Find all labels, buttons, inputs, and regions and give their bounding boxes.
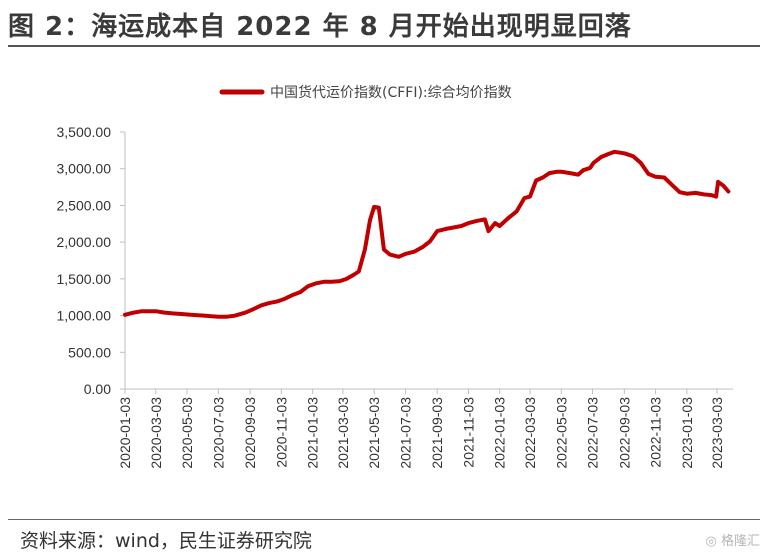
y-axis: 0.00 500.00 1,000.00 1,500.00 2,000.00 2,500.… [57, 124, 126, 397]
x-axis: 2020-01-03 2020-03-03 2020-05-03 2020-07-03… [117, 388, 733, 469]
x-tick-label: 2020-11-03 [273, 397, 289, 468]
y-tick-label: 500.00 [68, 344, 111, 360]
x-tick-label: 2022-09-03 [616, 397, 632, 469]
x-tick-label: 2020-01-03 [117, 397, 133, 469]
plot-area [123, 149, 731, 319]
source-rule [8, 519, 760, 520]
watermark-logo: ◎ 格隆汇 [706, 530, 761, 549]
legend-label: 中国货代运价指数(CFFI):综合均价指数 [270, 84, 512, 101]
watermark-icon: ◎ [705, 534, 717, 549]
x-tick-label: 2021-05-03 [366, 397, 382, 469]
x-tick-label: 2023-03-03 [709, 397, 725, 469]
x-tick-label: 2021-11-03 [460, 397, 476, 468]
y-tick-label: 2,000.00 [57, 234, 112, 250]
y-tick-label: 0.00 [84, 381, 111, 397]
x-tick-label: 2020-07-03 [210, 397, 226, 469]
x-tick-label: 2020-09-03 [242, 397, 258, 469]
y-tick-label: 3,000.00 [57, 161, 112, 177]
x-tick-label: 2021-03-03 [335, 397, 351, 469]
line-chart: 中国货代运价指数(CFFI):综合均价指数 0.00 500.00 1,000.00… [57, 84, 733, 469]
x-tick-label: 2022-07-03 [585, 397, 601, 469]
x-tick-label: 2022-11-03 [648, 397, 664, 468]
x-tick-label: 2020-05-03 [179, 397, 195, 469]
x-tick-label: 2022-01-03 [492, 397, 508, 469]
series-line-cffi [123, 149, 731, 319]
title-rule [8, 45, 760, 47]
x-tick-label: 2020-03-03 [148, 397, 164, 469]
source-note: 资料来源：wind，民生证券研究院 [20, 530, 312, 552]
figure-title: 图 2：海运成本自 2022 年 8 月开始出现明显回落 [8, 12, 632, 42]
x-tick-label: 2022-03-03 [522, 397, 538, 469]
x-tick-label: 2021-09-03 [429, 397, 445, 469]
x-tick-label: 2021-07-03 [397, 397, 413, 469]
chart-legend: 中国货代运价指数(CFFI):综合均价指数 [219, 84, 512, 101]
y-tick-label: 1,500.00 [57, 271, 112, 287]
x-tick-label: 2021-01-03 [305, 397, 321, 469]
x-tick-label: 2022-05-03 [553, 397, 569, 469]
watermark-text: 格隆汇 [720, 534, 760, 549]
y-tick-label: 3,500.00 [57, 124, 112, 140]
y-tick-label: 1,000.00 [57, 308, 112, 324]
x-tick-label: 2023-01-03 [679, 397, 695, 469]
y-tick-label: 2,500.00 [57, 197, 112, 213]
